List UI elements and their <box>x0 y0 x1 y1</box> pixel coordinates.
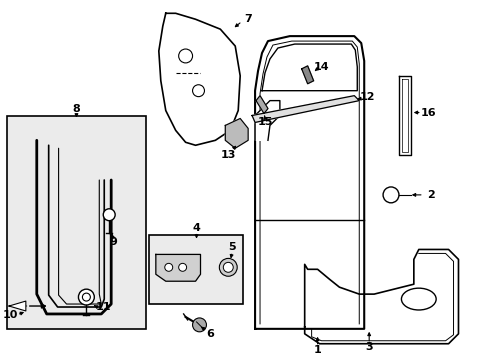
Polygon shape <box>255 36 364 329</box>
Polygon shape <box>398 76 410 155</box>
Ellipse shape <box>401 288 435 310</box>
Circle shape <box>192 85 204 96</box>
Text: 2: 2 <box>426 190 434 200</box>
Text: 1: 1 <box>313 345 321 355</box>
Text: 13: 13 <box>220 150 236 160</box>
Text: 9: 9 <box>109 237 117 247</box>
Circle shape <box>164 264 172 271</box>
Text: 15: 15 <box>257 117 272 127</box>
Polygon shape <box>156 255 200 281</box>
Circle shape <box>219 258 237 276</box>
Circle shape <box>103 209 115 221</box>
Bar <box>7 116 145 329</box>
Text: 11: 11 <box>95 302 111 312</box>
Text: 6: 6 <box>206 329 214 339</box>
Polygon shape <box>304 249 458 344</box>
Polygon shape <box>225 118 247 148</box>
Polygon shape <box>159 13 240 145</box>
Polygon shape <box>256 96 267 113</box>
Circle shape <box>192 318 206 332</box>
Text: 10: 10 <box>2 310 18 320</box>
Text: 16: 16 <box>420 108 436 117</box>
Text: 14: 14 <box>313 62 329 72</box>
Circle shape <box>78 289 94 305</box>
Text: 4: 4 <box>192 222 200 233</box>
Text: 12: 12 <box>359 92 374 102</box>
Circle shape <box>382 187 398 203</box>
Polygon shape <box>255 100 279 140</box>
Polygon shape <box>9 301 26 311</box>
Text: 8: 8 <box>72 104 80 113</box>
Circle shape <box>223 262 233 272</box>
Text: 7: 7 <box>244 14 251 24</box>
Circle shape <box>178 264 186 271</box>
Circle shape <box>178 49 192 63</box>
Bar <box>148 235 243 304</box>
Polygon shape <box>262 44 357 91</box>
Text: 5: 5 <box>228 243 236 252</box>
Polygon shape <box>252 96 359 122</box>
Polygon shape <box>301 66 313 84</box>
Text: 3: 3 <box>365 342 372 352</box>
